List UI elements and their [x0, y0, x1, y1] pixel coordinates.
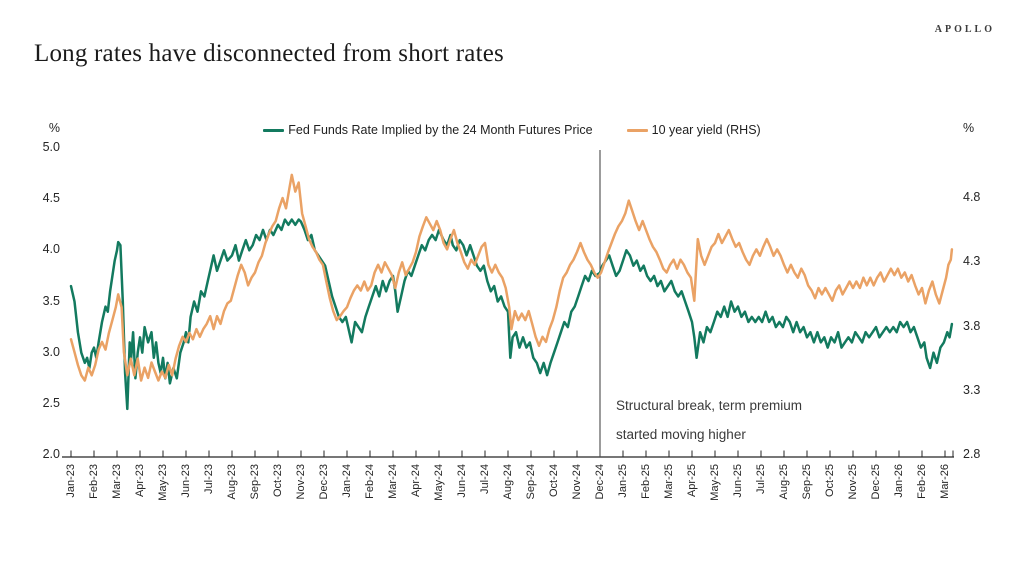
left-axis-tick-label: 3.0: [42, 344, 60, 359]
annotation-line-1: Structural break, term premium: [616, 398, 803, 413]
left-axis-tick-label: 2.0: [42, 447, 60, 461]
left-axis-tick-label: 4.5: [42, 191, 60, 206]
x-axis-label: Jun-24: [455, 464, 468, 498]
x-axis-label: Nov-23: [294, 464, 307, 500]
x-axis-label: Jul-24: [478, 464, 491, 494]
x-axis-label: May-24: [432, 464, 445, 501]
x-axis-label: Jun-25: [731, 464, 744, 498]
right-axis-tick-label: 4.3: [963, 254, 981, 269]
x-axis-label: Jan-24: [340, 464, 353, 498]
legend-label-fed-funds: Fed Funds Rate Implied by the 24 Month F…: [288, 123, 593, 137]
apollo-logo: APOLLO: [934, 24, 995, 35]
x-axis-label: Jun-23: [179, 464, 192, 498]
x-axis-label: May-25: [708, 464, 721, 501]
x-axis-label: Aug-24: [501, 464, 514, 500]
x-axis-label: Feb-25: [639, 464, 652, 499]
page-title: Long rates have disconnected from short …: [34, 40, 504, 67]
left-axis-unit: %: [48, 121, 60, 135]
left-axis-tick-label: 5.0: [42, 140, 60, 154]
right-axis-unit: %: [963, 121, 975, 135]
x-axis-label: Apr-24: [409, 464, 422, 498]
x-axis-label: Sep-25: [800, 464, 813, 500]
x-axis-label: Aug-25: [777, 464, 790, 500]
x-axis-label: Sep-23: [248, 464, 261, 500]
x-axis-label: Nov-25: [846, 464, 859, 500]
series-10y-yield-line: [69, 173, 954, 382]
legend-item-fed-funds: Fed Funds Rate Implied by the 24 Month F…: [263, 123, 593, 137]
x-axis-label: Oct-24: [547, 464, 560, 498]
x-axis-label: Feb-24: [363, 464, 376, 499]
x-axis-label: Jan-23: [64, 464, 77, 498]
x-axis-label: Oct-25: [823, 464, 836, 498]
x-axis-label: Apr-25: [685, 464, 698, 498]
left-axis-tick-label: 3.5: [42, 293, 60, 308]
x-axis-label: Mar-23: [110, 464, 123, 499]
x-axis-label: Mar-25: [662, 464, 675, 499]
structural-break-annotation: Structural break, term premium started m…: [616, 391, 802, 449]
x-axis-label: Nov-24: [570, 464, 583, 500]
fed-funds-line-swatch-icon: [263, 128, 285, 132]
right-axis-tick-label: 3.3: [963, 382, 981, 397]
x-axis-label: Feb-26: [915, 464, 928, 499]
right-axis-tick-label: 2.8: [963, 447, 981, 461]
x-axis-label: Dec-24: [593, 464, 606, 500]
right-axis-tick-label: 3.8: [963, 318, 981, 333]
ten-year-line-swatch-icon: [626, 128, 648, 132]
x-axis-label: Mar-26: [938, 464, 951, 499]
x-axis-label: Sep-24: [524, 464, 537, 500]
left-axis-tick-label: 4.0: [42, 242, 60, 257]
x-axis-label: Dec-25: [869, 464, 882, 500]
x-axis-label: Oct-23: [271, 464, 284, 498]
x-axis-label: Aug-23: [225, 464, 238, 500]
x-axis-label: Mar-24: [386, 464, 399, 499]
x-axis-label: Jan-26: [892, 464, 905, 498]
x-axis-label: May-23: [156, 464, 169, 501]
x-axis-label: Apr-23: [133, 464, 146, 498]
x-axis-label: Jul-23: [202, 464, 215, 494]
legend-label-10y: 10 year yield (RHS): [651, 123, 761, 137]
series-fed-funds-line: [69, 218, 954, 411]
left-axis-tick-label: 2.5: [42, 395, 60, 410]
chart-legend: Fed Funds Rate Implied by the 24 Month F…: [0, 123, 1024, 137]
x-axis-label: Jan-25: [616, 464, 629, 498]
annotation-line-2: started moving higher: [616, 427, 746, 442]
right-axis-tick-label: 4.8: [963, 190, 981, 204]
legend-item-10y: 10 year yield (RHS): [626, 123, 761, 137]
x-axis-label: Feb-23: [87, 464, 100, 499]
x-axis-label: Dec-23: [317, 464, 330, 500]
x-axis-label: Jul-25: [754, 464, 767, 494]
